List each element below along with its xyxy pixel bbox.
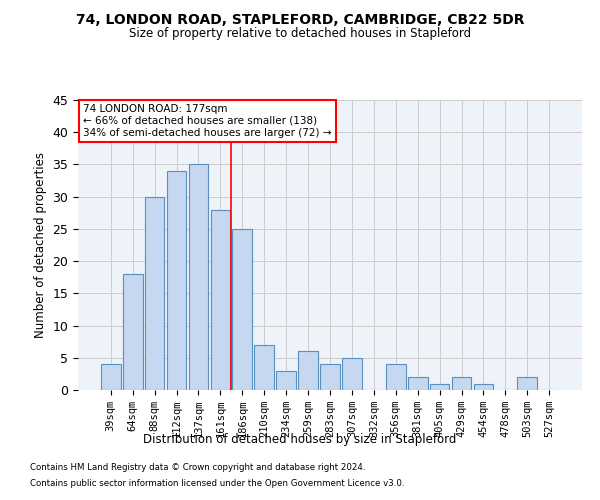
Bar	[254, 345, 274, 390]
Bar	[211, 210, 230, 390]
Bar	[101, 364, 121, 390]
Bar	[320, 364, 340, 390]
Text: Contains public sector information licensed under the Open Government Licence v3: Contains public sector information licen…	[30, 478, 404, 488]
Bar	[188, 164, 208, 390]
Bar	[232, 229, 252, 390]
Bar	[386, 364, 406, 390]
Y-axis label: Number of detached properties: Number of detached properties	[34, 152, 47, 338]
Text: Size of property relative to detached houses in Stapleford: Size of property relative to detached ho…	[129, 28, 471, 40]
Text: Distribution of detached houses by size in Stapleford: Distribution of detached houses by size …	[143, 432, 457, 446]
Text: 74, LONDON ROAD, STAPLEFORD, CAMBRIDGE, CB22 5DR: 74, LONDON ROAD, STAPLEFORD, CAMBRIDGE, …	[76, 12, 524, 26]
Bar	[276, 370, 296, 390]
Bar	[452, 377, 472, 390]
Bar	[342, 358, 362, 390]
Bar	[408, 377, 428, 390]
Bar	[123, 274, 143, 390]
Bar	[473, 384, 493, 390]
Bar	[430, 384, 449, 390]
Text: Contains HM Land Registry data © Crown copyright and database right 2024.: Contains HM Land Registry data © Crown c…	[30, 464, 365, 472]
Bar	[298, 352, 318, 390]
Text: 74 LONDON ROAD: 177sqm
← 66% of detached houses are smaller (138)
34% of semi-de: 74 LONDON ROAD: 177sqm ← 66% of detached…	[83, 104, 332, 138]
Bar	[145, 196, 164, 390]
Bar	[517, 377, 537, 390]
Bar	[167, 171, 187, 390]
